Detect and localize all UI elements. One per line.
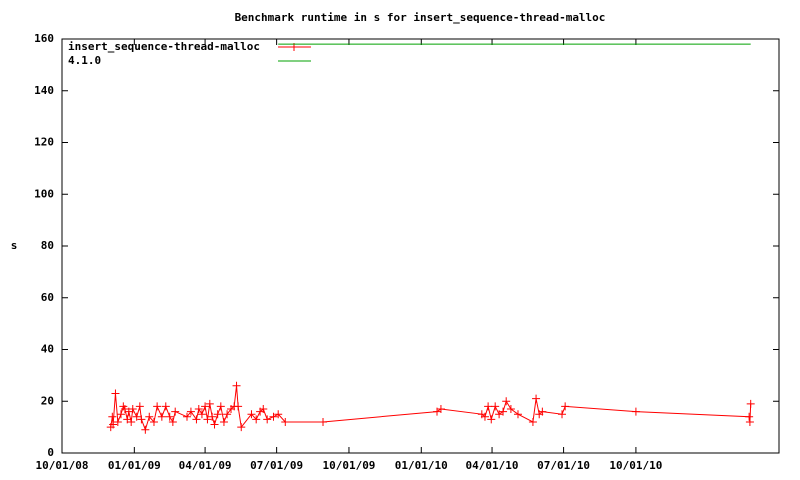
- point-marker: [491, 402, 500, 411]
- y-tick-label: 40: [41, 343, 54, 356]
- x-tick-label: 01/01/09: [108, 459, 161, 472]
- point-marker: [436, 405, 445, 414]
- point-marker: [165, 412, 174, 421]
- x-tick-label: 10/01/08: [36, 459, 89, 472]
- point-marker: [135, 402, 144, 411]
- point-marker: [183, 412, 192, 421]
- point-marker: [252, 415, 261, 424]
- y-tick-label: 120: [34, 136, 54, 149]
- point-marker: [161, 402, 170, 411]
- point-marker: [269, 412, 278, 421]
- point-marker: [216, 402, 225, 411]
- point-marker: [484, 402, 493, 411]
- point-marker: [210, 420, 219, 429]
- point-marker: [145, 412, 154, 421]
- point-marker: [232, 381, 241, 390]
- x-tick-label: 07/01/10: [537, 459, 590, 472]
- series-line: [110, 385, 752, 432]
- y-tick-label: 140: [34, 84, 54, 97]
- point-marker: [111, 389, 120, 398]
- point-marker: [194, 405, 203, 414]
- point-marker: [480, 412, 489, 421]
- point-marker: [237, 423, 246, 432]
- point-marker: [157, 412, 166, 421]
- point-marker: [506, 405, 515, 414]
- point-marker: [128, 405, 137, 414]
- point-marker: [141, 425, 150, 434]
- point-marker: [192, 415, 201, 424]
- point-marker: [528, 417, 537, 426]
- point-marker: [745, 412, 754, 421]
- plot-frame: [61, 38, 780, 454]
- y-tick-label: 160: [34, 32, 54, 45]
- point-marker: [116, 410, 125, 419]
- x-tick-label: 01/01/10: [395, 459, 448, 472]
- point-marker: [247, 410, 256, 419]
- point-marker: [319, 417, 328, 426]
- point-marker: [487, 415, 496, 424]
- chart-title: Benchmark runtime in s for insert_sequen…: [235, 11, 606, 24]
- point-marker: [137, 415, 146, 424]
- point-marker: [538, 407, 547, 416]
- point-marker: [263, 415, 272, 424]
- y-tick-label: 60: [41, 291, 54, 304]
- point-marker: [259, 405, 268, 414]
- x-tick-label: 10/01/10: [609, 459, 662, 472]
- point-marker: [219, 417, 228, 426]
- point-marker: [153, 402, 162, 411]
- x-tick-label: 04/01/09: [179, 459, 232, 472]
- point-marker: [561, 402, 570, 411]
- point-marker: [203, 415, 212, 424]
- point-marker: [197, 410, 206, 419]
- point-marker: [132, 412, 141, 421]
- x-tick-label: 04/01/10: [466, 459, 519, 472]
- y-axis-label: s: [11, 239, 18, 252]
- legend-label: 4.1.0: [68, 54, 101, 67]
- point-marker: [149, 417, 158, 426]
- point-marker: [186, 407, 195, 416]
- y-tick-label: 0: [47, 446, 54, 459]
- point-marker: [558, 410, 567, 419]
- point-marker: [631, 407, 640, 416]
- point-marker: [108, 412, 117, 421]
- point-marker: [168, 417, 177, 426]
- point-marker: [223, 410, 232, 419]
- point-marker: [201, 402, 210, 411]
- point-marker: [502, 397, 511, 406]
- point-marker: [532, 394, 541, 403]
- point-marker: [109, 420, 118, 429]
- point-marker: [113, 417, 122, 426]
- point-marker: [171, 407, 180, 416]
- point-marker: [746, 399, 755, 408]
- point-marker: [499, 407, 508, 416]
- point-marker: [234, 402, 243, 411]
- legend-label: insert_sequence-thread-malloc: [68, 40, 260, 53]
- point-marker: [274, 410, 283, 419]
- y-tick-label: 80: [41, 239, 54, 252]
- y-tick-label: 20: [41, 394, 54, 407]
- point-marker: [745, 417, 754, 426]
- point-marker: [205, 399, 214, 408]
- point-marker: [127, 417, 136, 426]
- point-marker: [281, 417, 290, 426]
- point-marker: [513, 410, 522, 419]
- x-tick-label: 10/01/09: [322, 459, 375, 472]
- y-tick-label: 100: [34, 187, 54, 200]
- x-tick-label: 07/01/09: [250, 459, 303, 472]
- point-marker: [213, 410, 222, 419]
- point-marker: [208, 412, 217, 421]
